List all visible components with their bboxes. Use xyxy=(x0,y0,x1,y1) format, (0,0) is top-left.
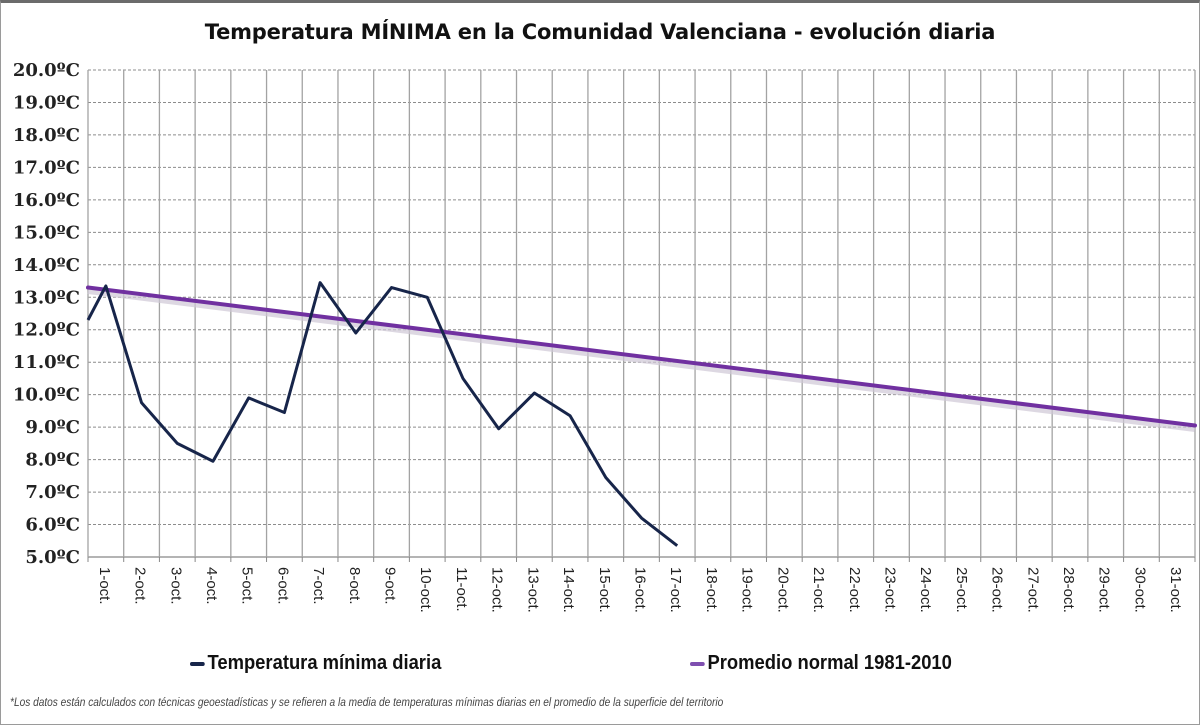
x-tick-label: 5-oct. xyxy=(239,567,256,605)
x-tick-label: 24-oct. xyxy=(917,567,934,613)
y-tick-label: 9.0ºC xyxy=(25,417,80,438)
legend-swatch-daily-min xyxy=(190,661,205,666)
daily-min-line xyxy=(86,281,679,547)
y-tick-label: 14.0ºC xyxy=(13,255,80,276)
x-tick-label: 21-oct. xyxy=(810,567,827,613)
x-tick-label: 19-oct. xyxy=(739,567,756,613)
normal-line xyxy=(86,285,1197,428)
x-tick-label: 3-oct. xyxy=(167,567,184,605)
x-tick-label: 8-oct. xyxy=(346,567,363,605)
x-tick-label: 13-oct. xyxy=(524,567,541,613)
x-tick-label: 6-oct. xyxy=(274,567,291,605)
x-tick-label: 15-oct. xyxy=(596,567,613,613)
x-tick-label: 9-oct. xyxy=(382,567,399,605)
series-layer xyxy=(86,281,1197,547)
x-tick-label: 31-oct. xyxy=(1167,567,1184,613)
x-tick-label: 1-oct. xyxy=(96,567,113,605)
x-tick-label: 4-oct. xyxy=(203,567,220,605)
x-tick-label: 27-oct. xyxy=(1024,567,1041,613)
y-tick-label: 18.0ºC xyxy=(13,125,80,146)
legend-swatch-normal xyxy=(690,661,705,666)
y-tick-label: 16.0ºC xyxy=(13,190,80,211)
x-tick-label: 23-oct. xyxy=(881,567,898,613)
y-tick-label: 8.0ºC xyxy=(25,450,80,471)
y-tick-label: 10.0ºC xyxy=(13,385,80,406)
x-tick-label: 11-oct. xyxy=(453,567,470,612)
x-tick-label: 28-oct. xyxy=(1060,567,1077,613)
x-tick-label: 20-oct. xyxy=(774,567,791,613)
x-tick-label: 14-oct. xyxy=(560,567,577,613)
x-tick-label: 12-oct. xyxy=(489,567,506,613)
x-tick-label: 22-oct. xyxy=(846,567,863,613)
y-tick-label: 11.0ºC xyxy=(13,352,80,373)
y-tick-label: 7.0ºC xyxy=(25,482,80,503)
x-tick-label: 29-oct. xyxy=(1096,567,1113,613)
y-tick-label: 15.0ºC xyxy=(13,222,80,243)
y-tick-label: 12.0ºC xyxy=(13,320,80,341)
y-axis-ticks: 5.0ºC 6.0ºC 7.0ºC 8.0ºC 9.0ºC 10.0ºC 11.0ºC 12.… xyxy=(13,60,80,568)
x-tick-label: 2-oct. xyxy=(132,567,149,605)
legend-item-normal: Promedio normal 1981-2010 xyxy=(690,652,952,675)
chart-title: Temperatura MÍNIMA en la Comunidad Valen… xyxy=(204,20,996,44)
legend-label-normal: Promedio normal 1981-2010 xyxy=(707,652,952,674)
legend-label-daily-min: Temperatura mínima diaria xyxy=(207,652,442,674)
x-tick-label: 17-oct. xyxy=(667,567,684,613)
footnote: *Los datos están calculados con técnicas… xyxy=(10,697,724,709)
grid xyxy=(87,69,1196,562)
x-tick-label: 18-oct. xyxy=(703,567,720,613)
y-tick-label: 19.0ºC xyxy=(13,92,80,113)
y-tick-label: 17.0ºC xyxy=(13,157,80,178)
x-tick-label: 16-oct. xyxy=(632,567,649,613)
x-axis-ticks: 1-oct. 2-oct. 3-oct. 4-oct. 5-oct. 6-oct. 7-oc… xyxy=(96,567,1184,613)
x-tick-label: 30-oct. xyxy=(1131,567,1148,613)
x-tick-label: 7-oct. xyxy=(310,567,327,605)
legend-item-daily-min: Temperatura mínima diaria xyxy=(190,652,441,675)
y-tick-label: 13.0ºC xyxy=(13,287,80,308)
y-tick-label: 6.0ºC xyxy=(25,515,80,536)
y-tick-label: 5.0ºC xyxy=(25,547,80,568)
normal-line-shadow xyxy=(87,287,1196,432)
x-tick-label: 25-oct. xyxy=(953,567,970,613)
y-tick-label: 20.0ºC xyxy=(13,60,80,81)
x-tick-label: 26-oct. xyxy=(989,567,1006,613)
x-tick-label: 10-oct. xyxy=(417,567,434,613)
